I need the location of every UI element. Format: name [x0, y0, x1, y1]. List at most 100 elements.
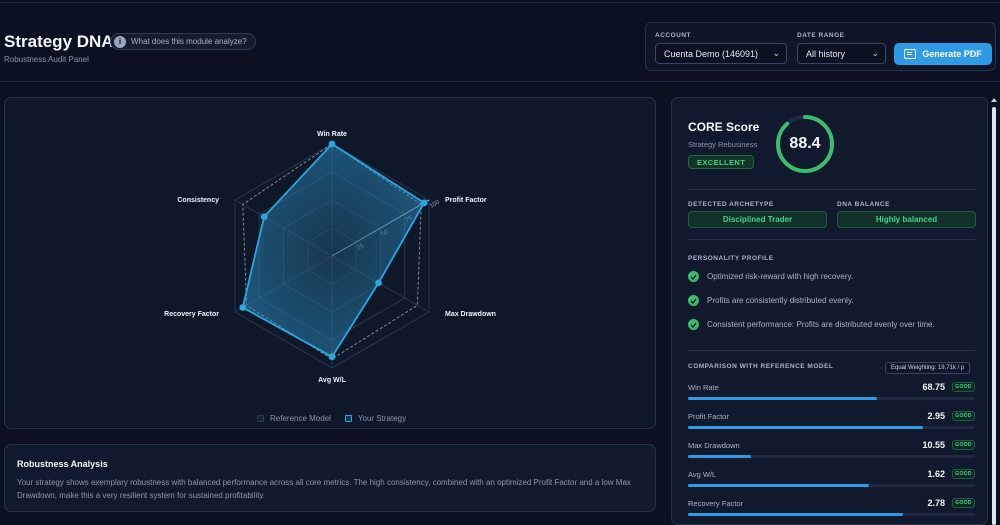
radar-tick-label: 100 [429, 199, 441, 210]
date-range-label: DATE RANGE [797, 32, 845, 39]
check-circle-icon [688, 271, 699, 282]
radar-axis-label: Win Rate [317, 131, 347, 138]
generate-pdf-button[interactable]: Generate PDF [894, 43, 992, 65]
divider [688, 189, 975, 190]
legend-reference-swatch [257, 415, 264, 422]
metric-value: 2.95 [927, 411, 945, 421]
strategy-point [239, 304, 247, 311]
core-score-value: 88.4 [789, 135, 821, 152]
personality-trait: Profits are consistently distributed eve… [688, 295, 854, 306]
metric-progress-fill [688, 455, 752, 458]
account-select[interactable]: Cuenta Demo (146091) ⌄ [655, 43, 787, 64]
generate-pdf-label: Generate PDF [922, 49, 982, 59]
legend-strategy-swatch [344, 415, 352, 422]
metric-progress-fill [688, 426, 924, 429]
page-header: Strategy DNA i What does this module ana… [0, 22, 1000, 82]
trait-text: Profits are consistently distributed eve… [707, 296, 854, 305]
dna-balance-label: DNA BALANCE [837, 201, 890, 208]
page-subtitle: Robustness Audit Panel [4, 55, 89, 64]
comparison-metric: Win Rate 68.75 GOOD [688, 382, 975, 412]
chevron-down-icon: ⌄ [871, 48, 879, 58]
core-score-subtitle: Strategy Rebusiness [688, 140, 758, 149]
comparison-label: COMPARISON WITH REFERENCE MODEL [688, 363, 834, 370]
check-circle-icon [688, 295, 699, 306]
strategy-point [420, 199, 428, 207]
chevron-down-icon: ⌄ [772, 48, 780, 58]
page-title: Strategy DNA [4, 32, 114, 51]
strategy-point [328, 353, 336, 361]
date-range-value: All history [806, 48, 846, 59]
metric-value: 2.78 [927, 498, 945, 508]
module-info-button[interactable]: i What does this module analyze? [110, 33, 256, 50]
metric-status-badge: GOOD [952, 440, 975, 450]
metric-progress-fill [688, 397, 878, 400]
radar-axis-label: Avg W/L [318, 377, 346, 384]
metric-name: Avg W/L [688, 470, 717, 479]
radar-axis-label: Max Drawdown [445, 311, 496, 318]
weighting-pill: Equal Weighting: 19.71k / p [885, 362, 971, 374]
core-score-panel: CORE Score Strategy Rebusiness EXCELLENT… [671, 97, 988, 525]
report-controls: ACCOUNT Cuenta Demo (146091) ⌄ DATE RANG… [645, 22, 996, 71]
comparison-metric: Recovery Factor 2.78 GOOD [688, 498, 975, 524]
metric-progress-fill [688, 484, 869, 487]
metric-name: Max Drawdown [688, 441, 740, 450]
strategy-point [260, 213, 268, 221]
module-info-label: What does this module analyze? [131, 37, 247, 46]
metric-progress-track [688, 513, 975, 516]
metric-name: Profit Factor [688, 412, 729, 421]
scroll-up-arrow-icon[interactable] [991, 98, 997, 102]
info-icon: i [114, 35, 126, 48]
date-range-select[interactable]: All history ⌄ [797, 43, 886, 64]
robustness-analysis-card: Robustness Analysis Your strategy shows … [4, 444, 656, 512]
metric-progress-track [688, 455, 975, 458]
metric-status-badge: GOOD [952, 411, 975, 421]
metric-value: 68.75 [922, 382, 945, 392]
personality-trait: Consistent performance: Profits are dist… [688, 319, 935, 330]
metric-status-badge: GOOD [952, 382, 975, 392]
trait-text: Consistent performance: Profits are dist… [707, 320, 935, 329]
metric-name: Win Rate [688, 383, 719, 392]
metric-value: 10.55 [922, 440, 945, 450]
metric-value: 1.62 [927, 469, 945, 479]
legend-reference-label: Reference Model [270, 414, 331, 423]
status-badge: EXCELLENT [688, 155, 755, 169]
scrollbar-thumb[interactable] [992, 107, 996, 525]
account-label: ACCOUNT [655, 32, 691, 39]
legend-strategy-label: Your Strategy [357, 414, 407, 423]
scrollbar[interactable] [990, 97, 998, 525]
account-select-value: Cuenta Demo (146091) [664, 48, 759, 59]
dna-balance-value: Highly balanced [837, 211, 976, 228]
metric-progress-track [688, 426, 975, 429]
analysis-text: Your strategy shows exemplary robustness… [17, 478, 631, 500]
check-circle-icon [688, 319, 699, 330]
comparison-metric: Max Drawdown 10.55 GOOD [688, 440, 975, 470]
archetype-value: Disciplined Trader [688, 211, 827, 228]
strategy-point [375, 279, 382, 287]
metric-name: Recovery Factor [688, 499, 744, 508]
core-score-title: CORE Score [688, 120, 760, 134]
personality-label: PERSONALITY PROFILE [688, 255, 774, 262]
radar-legend: Reference Model Your Strategy [257, 414, 406, 423]
comparison-metric: Avg W/L 1.62 GOOD [688, 469, 975, 499]
strategy-point [328, 140, 336, 148]
divider [688, 239, 975, 240]
legend-reference[interactable]: Reference Model [257, 414, 331, 423]
analysis-title: Robustness Analysis [17, 459, 108, 469]
metric-status-badge: GOOD [952, 498, 975, 508]
radar-axis-label: Consistency [177, 197, 219, 204]
radar-axis-label: Recovery Factor [164, 311, 219, 318]
trait-text: Optimized risk-reward with high recovery… [707, 272, 854, 281]
score-ring [776, 115, 834, 173]
metric-status-badge: GOOD [952, 469, 975, 479]
strategy-polygon [241, 142, 426, 358]
comparison-metric: Profit Factor 2.95 GOOD [688, 411, 975, 441]
legend-strategy[interactable]: Your Strategy [344, 414, 407, 423]
divider [688, 350, 975, 351]
top-divider [0, 2, 1000, 3]
radar-axis-label: Profit Factor [445, 197, 487, 204]
document-icon [904, 49, 917, 59]
archetype-label: DETECTED ARCHETYPE [688, 201, 774, 208]
metric-progress-track [688, 397, 975, 400]
